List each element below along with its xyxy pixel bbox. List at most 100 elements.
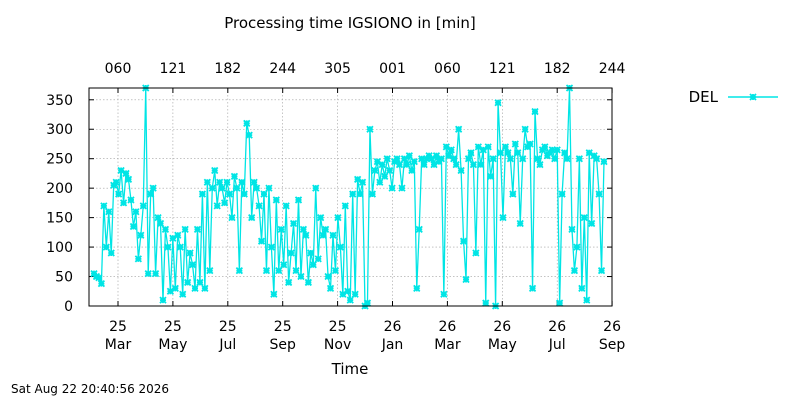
point-marker (289, 219, 298, 228)
data-point (437, 155, 446, 163)
data-point (213, 202, 221, 210)
x-top-tick-label: 060 (105, 61, 132, 77)
point-marker (137, 231, 145, 239)
point-marker (459, 237, 468, 245)
point-marker (592, 155, 601, 163)
data-point (257, 237, 266, 245)
point-marker (575, 155, 583, 163)
data-point (223, 178, 231, 186)
data-point (580, 213, 588, 222)
y-tick-label: 50 (55, 270, 73, 286)
x-top-tick-label: 182 (214, 61, 241, 77)
point-marker (181, 225, 189, 234)
point-marker (297, 272, 305, 281)
point-marker (405, 152, 413, 160)
x-top-tick-label: 244 (269, 61, 296, 77)
x-tick-label-month: Nov (324, 337, 351, 353)
x-tick-label-year: 25 (274, 319, 292, 335)
point-marker (430, 160, 438, 169)
point-marker (560, 149, 569, 157)
point-marker (462, 275, 470, 284)
point-marker (464, 155, 473, 163)
point-marker (117, 166, 125, 175)
point-marker (521, 125, 529, 133)
data-point (464, 155, 473, 163)
data-point (496, 149, 505, 157)
data-point (459, 237, 468, 245)
y-tick-label: 250 (46, 152, 73, 168)
data-point (105, 208, 113, 216)
data-point (398, 184, 406, 192)
point-marker (494, 99, 502, 107)
point-marker (102, 243, 110, 251)
data-point (548, 146, 556, 154)
data-point (287, 249, 295, 257)
data-point (317, 213, 325, 222)
point-marker (324, 272, 332, 281)
data-point (329, 231, 337, 239)
point-marker (134, 255, 142, 263)
point-marker (230, 172, 239, 181)
data-point (100, 202, 108, 210)
data-point (418, 155, 426, 163)
point-marker (156, 219, 165, 228)
data-point (193, 225, 202, 234)
point-marker (509, 190, 517, 198)
point-marker (119, 199, 128, 207)
point-marker (556, 299, 564, 307)
data-point (321, 225, 330, 234)
point-marker (292, 267, 300, 275)
data-point (351, 290, 359, 298)
data-point (410, 158, 418, 166)
point-marker (299, 225, 308, 234)
data-point (346, 296, 354, 304)
data-point (363, 299, 372, 307)
point-marker (270, 290, 278, 298)
x-axis-label: Time (331, 360, 369, 378)
data-point (151, 269, 160, 278)
data-point (240, 190, 248, 198)
data-point (188, 261, 197, 269)
data-point (203, 178, 211, 186)
data-point (159, 296, 167, 304)
point-marker (216, 178, 224, 186)
point-marker (482, 299, 490, 307)
point-marker (452, 160, 460, 169)
point-marker (558, 190, 566, 198)
point-marker (418, 155, 426, 163)
data-point (166, 287, 175, 295)
y-tick-label: 100 (46, 240, 73, 256)
point-marker (265, 184, 273, 192)
data-point (149, 184, 157, 192)
point-marker (353, 175, 362, 183)
point-marker (445, 152, 453, 160)
data-point (393, 155, 401, 163)
data-point (368, 190, 377, 198)
data-point (467, 149, 475, 157)
data-point (455, 125, 463, 133)
point-marker (262, 267, 271, 275)
x-top-tick-label: 121 (489, 61, 516, 77)
data-point (339, 290, 347, 298)
point-marker (277, 225, 285, 234)
point-marker (597, 267, 606, 275)
x-axis-bottom: 25 Mar 25 May 25 Jul 25 Sep 25 Nov 26 Jan 26 Mar 26 May… (105, 301, 625, 353)
point-marker (469, 160, 478, 169)
data-point (528, 284, 537, 292)
data-point (494, 99, 502, 107)
data-point (275, 267, 283, 275)
x-top-tick-label: 244 (599, 61, 626, 77)
point-marker (105, 208, 113, 216)
point-marker (255, 202, 263, 210)
point-marker (97, 279, 106, 288)
data-point (304, 278, 312, 287)
point-marker (174, 231, 182, 239)
data-point (376, 178, 384, 186)
point-marker (307, 249, 315, 257)
point-marker (363, 299, 372, 307)
data-point (506, 155, 515, 163)
point-marker (516, 219, 524, 228)
data-point (509, 190, 517, 198)
point-marker (455, 125, 463, 133)
point-marker (92, 272, 101, 281)
